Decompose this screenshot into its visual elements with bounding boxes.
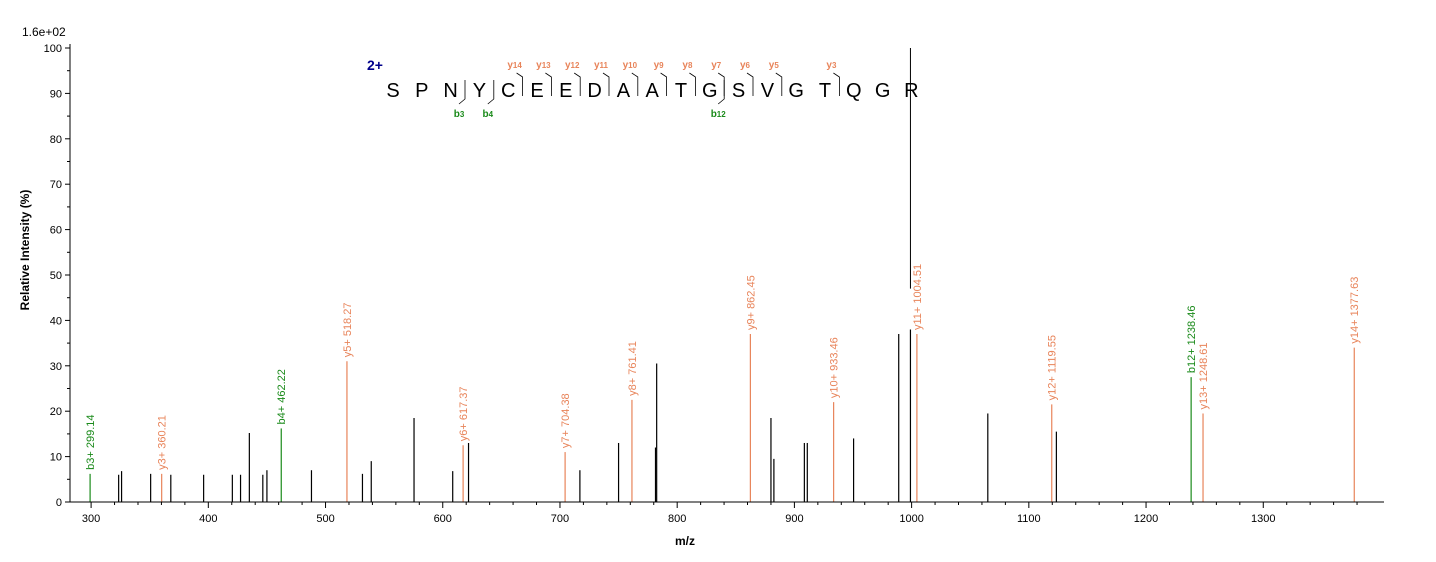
b-ion-bracket [458,80,466,105]
y-tick-label: 50 [50,270,62,282]
y-ion-bracket [689,72,696,96]
y-ion-label: y11 [594,60,609,71]
peak-label: b12+ 1238.46 [1186,306,1198,374]
peak-label: y9+ 862.45 [745,275,757,330]
x-axis-title: m/z [675,534,695,548]
residue: N [443,80,457,102]
y-ion-label: y14 [507,60,522,71]
y-tick-label: 60 [50,225,62,237]
y-axis-title: Relative Intensity (%) [18,190,32,311]
x-tick-label: 1300 [1251,513,1275,525]
x-tick-label: 1200 [1134,513,1158,525]
x-tick-label: 300 [82,513,100,525]
residue: E [559,80,572,102]
residue: G [875,80,891,102]
peak-label-group: b3+ 299.14 y3+ 360.21 b4+ 462.22 y5+ 518.27… [85,264,1361,470]
y-ion-label: y5 [769,60,780,71]
residue: V [761,80,775,102]
peak-label: b4+ 462.22 [276,369,288,424]
b-ion-bracket [717,80,725,105]
residue: T [819,80,831,102]
b-ion-label: b3 [454,109,465,120]
residue: Y [473,80,486,102]
charge-state: 2+ [367,57,383,73]
x-tick-label: 1100 [1017,513,1041,525]
peak-label: y11+ 1004.51 [912,264,924,330]
y-ion-bracket [833,72,840,96]
residue: S [386,80,399,102]
y-ion-bracket [717,72,725,96]
residue: R [904,80,918,102]
y-ion-label: y6 [740,60,751,71]
y-ion-bracket [602,72,610,96]
y-ion-bracket [775,72,783,96]
peak-label: y7+ 704.38 [560,393,572,448]
b-ion-bracket [487,80,495,105]
x-tick-label: 500 [316,513,334,525]
peak-label: b3+ 299.14 [85,414,97,469]
y-tick-label: 10 [50,452,62,464]
y-tick-label: 40 [50,315,62,327]
y-tick-label: 20 [50,406,62,418]
b-ion-label: b4 [483,109,494,120]
intensity-scale-label: 1.6e+02 [22,25,66,39]
residue: Q [846,80,862,102]
residue: S [732,80,745,102]
y-ion-label: y9 [654,60,665,71]
x-tick-label: 800 [668,513,686,525]
y-ion-label: y7 [711,60,722,71]
y-ion-bracket [631,72,639,96]
y-ion-bracket [516,72,523,96]
peak-label: y12+ 1119.55 [1047,335,1059,400]
x-tick-label: 900 [785,513,803,525]
peak-label: y13+ 1248.61 [1198,342,1210,409]
b-ion-label: b12 [711,109,727,120]
peak-label: y3+ 360.21 [157,415,169,470]
peak-label: y5+ 518.27 [342,303,354,358]
y-tick-label: 30 [50,361,62,373]
y-ion-label: y13 [536,60,551,71]
residue: D [587,80,601,102]
residue: T [675,80,687,102]
residue: A [646,80,660,102]
peak-series [89,48,1355,502]
residue: P [415,80,428,102]
y-tick-label: 80 [50,134,62,146]
residue: A [617,80,631,102]
y-ion-bracket [746,72,754,96]
peak-label: y14+ 1377.63 [1349,277,1361,344]
y-ion-label: y3 [826,60,837,71]
residue: G [702,80,718,102]
y-ion-bracket [545,72,552,96]
x-tick-label: 1000 [899,513,923,525]
axis-ticks: 0 10 20 30 40 50 60 70 80 90 100 300 400 500 600 700 800… [44,43,1358,525]
residue: G [788,80,804,102]
y-ion-label: y8 [682,60,693,71]
residue: C [501,80,515,102]
x-tick-label: 400 [199,513,217,525]
peak-label: y6+ 617.37 [458,387,470,442]
peak-label: y8+ 761.41 [627,341,639,396]
y-tick-label: 100 [44,43,62,55]
y-ion-label: y12 [565,60,580,71]
y-ion-bracket [573,72,581,96]
y-tick-label: 70 [50,179,62,191]
residue: E [530,80,543,102]
x-tick-label: 600 [434,513,452,525]
y-tick-label: 0 [56,497,62,509]
y-tick-label: 90 [50,88,62,100]
y-ion-bracket [660,72,667,96]
x-tick-label: 700 [551,513,569,525]
peak-label: y10+ 933.46 [829,337,841,398]
y-ion-label: y10 [623,60,638,71]
